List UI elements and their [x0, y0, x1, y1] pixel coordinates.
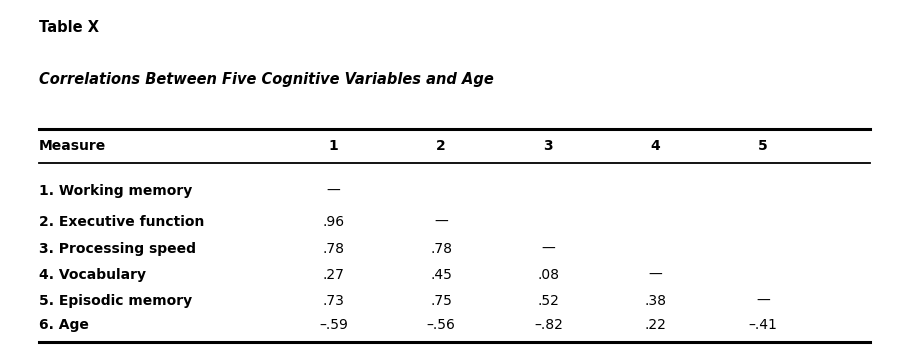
Text: 6. Age: 6. Age	[39, 318, 88, 332]
Text: 2: 2	[436, 139, 446, 153]
Text: .22: .22	[644, 318, 667, 332]
Text: .38: .38	[644, 294, 667, 308]
Text: –.41: –.41	[749, 318, 778, 332]
Text: .52: .52	[537, 294, 559, 308]
Text: .78: .78	[430, 242, 452, 256]
Text: 4. Vocabulary: 4. Vocabulary	[39, 268, 146, 282]
Text: 3. Processing speed: 3. Processing speed	[39, 242, 195, 256]
Text: 3: 3	[544, 139, 554, 153]
Text: .96: .96	[323, 215, 345, 229]
Text: —: —	[542, 242, 555, 256]
Text: –.82: –.82	[534, 318, 562, 332]
Text: —: —	[649, 268, 662, 282]
Text: —: —	[756, 294, 770, 308]
Text: –.56: –.56	[427, 318, 455, 332]
Text: .08: .08	[537, 268, 560, 282]
Text: 1. Working memory: 1. Working memory	[39, 183, 192, 197]
Text: 5: 5	[758, 139, 768, 153]
Text: —: —	[327, 183, 340, 197]
Text: .78: .78	[323, 242, 345, 256]
Text: .27: .27	[323, 268, 345, 282]
Text: Measure: Measure	[39, 139, 106, 153]
Text: Table X: Table X	[39, 20, 99, 35]
Text: 2. Executive function: 2. Executive function	[39, 215, 204, 229]
Text: Correlations Between Five Cognitive Variables and Age: Correlations Between Five Cognitive Vari…	[39, 72, 493, 87]
Text: –.59: –.59	[320, 318, 348, 332]
Text: —: —	[434, 215, 448, 229]
Text: .73: .73	[323, 294, 345, 308]
Text: .45: .45	[430, 268, 452, 282]
Text: 5. Episodic memory: 5. Episodic memory	[39, 294, 192, 308]
Text: .75: .75	[430, 294, 452, 308]
Text: 4: 4	[651, 139, 661, 153]
Text: 1: 1	[328, 139, 338, 153]
